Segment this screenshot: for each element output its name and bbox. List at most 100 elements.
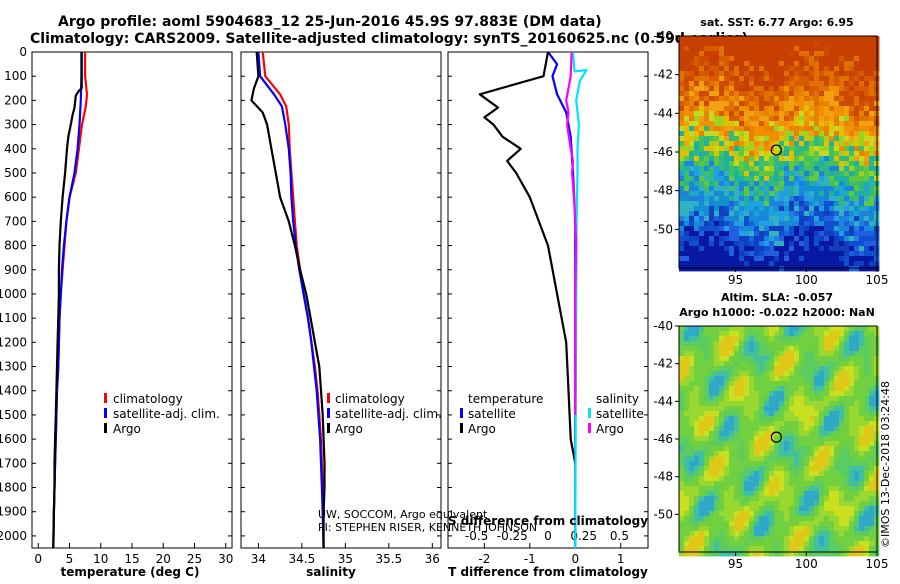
map-cell (849, 541, 855, 547)
map-cell (704, 261, 710, 267)
map-cell (869, 451, 875, 457)
map-cell (739, 421, 745, 427)
map-cell (804, 41, 810, 47)
map-cell (869, 386, 875, 392)
map-cell (819, 351, 825, 357)
map-cell (719, 531, 725, 537)
map-cell (744, 441, 750, 447)
map-cell (739, 91, 745, 97)
map-cell (679, 411, 685, 417)
map-cell (854, 526, 860, 532)
map-cell (814, 141, 820, 147)
map-cell (814, 466, 820, 472)
map-cell (829, 336, 835, 342)
map-cell (704, 411, 710, 417)
map-cell (854, 91, 860, 97)
map-cell (759, 206, 765, 212)
map-cell (749, 171, 755, 177)
map-cell (704, 176, 710, 182)
map-cell (679, 361, 685, 367)
map-cell (684, 166, 690, 172)
map-cell (769, 526, 775, 532)
map-cell (679, 146, 685, 152)
map-cell (804, 91, 810, 97)
map-cell (704, 81, 710, 87)
map-cell (859, 411, 865, 417)
map-cell (869, 466, 875, 472)
map-cell (704, 346, 710, 352)
map-cell (774, 196, 780, 202)
map-cell (794, 546, 800, 552)
map-cell (729, 461, 735, 467)
map-cell (754, 326, 760, 332)
map-cell (799, 161, 805, 167)
map-cell (779, 376, 785, 382)
map-cell (779, 91, 785, 97)
map-cell (789, 156, 795, 162)
map-cell (829, 216, 835, 222)
map-cell (824, 126, 830, 132)
map-cell (689, 546, 695, 552)
map-cell (714, 406, 720, 412)
map-cell (734, 41, 740, 47)
map-cell (809, 176, 815, 182)
map-cell (744, 126, 750, 132)
map-cell (759, 196, 765, 202)
map-cell (719, 351, 725, 357)
map-cell (774, 496, 780, 502)
map-cell (749, 551, 755, 557)
map-cell (844, 371, 850, 377)
map-cell (739, 56, 745, 62)
map-cell (869, 416, 875, 422)
map-cell (784, 446, 790, 452)
map-cell (714, 551, 720, 557)
map-cell (814, 346, 820, 352)
map-cell (799, 266, 805, 272)
map-cell (804, 326, 810, 332)
map-cell (699, 351, 705, 357)
map-cell (839, 546, 845, 552)
map-cell (679, 486, 685, 492)
map-cell (739, 531, 745, 537)
map-cell (779, 76, 785, 82)
map-cell (704, 536, 710, 542)
map-cell (779, 101, 785, 107)
map-cell (779, 486, 785, 492)
map-cell (789, 166, 795, 172)
map-cell (704, 51, 710, 57)
map-cell (809, 106, 815, 112)
map-cell (819, 36, 825, 42)
map-cell (754, 421, 760, 427)
map-cell (799, 546, 805, 552)
map-cell (759, 441, 765, 447)
map-cell (859, 396, 865, 402)
map-cell (829, 541, 835, 547)
map-cell (704, 426, 710, 432)
map-cell (724, 426, 730, 432)
x-tick-label: -2 (478, 552, 490, 566)
map-cell (839, 486, 845, 492)
map-cell (719, 226, 725, 232)
map-cell (794, 266, 800, 272)
map-cell (839, 46, 845, 52)
map-cell (779, 191, 785, 197)
map-cell (714, 486, 720, 492)
map-cell (844, 106, 850, 112)
map-cell (844, 251, 850, 257)
map-cell (714, 381, 720, 387)
map-cell (824, 396, 830, 402)
map-cell (774, 431, 780, 437)
map-cell (724, 76, 730, 82)
map-cell (714, 201, 720, 207)
map-cell (864, 81, 870, 87)
map-cell (814, 371, 820, 377)
map-cell (789, 36, 795, 42)
map-cell (829, 471, 835, 477)
map-cell (789, 531, 795, 537)
map-cell (744, 216, 750, 222)
map-cell (799, 186, 805, 192)
map-cell (784, 336, 790, 342)
map-cell (724, 126, 730, 132)
map-cell (699, 76, 705, 82)
map-cell (779, 471, 785, 477)
